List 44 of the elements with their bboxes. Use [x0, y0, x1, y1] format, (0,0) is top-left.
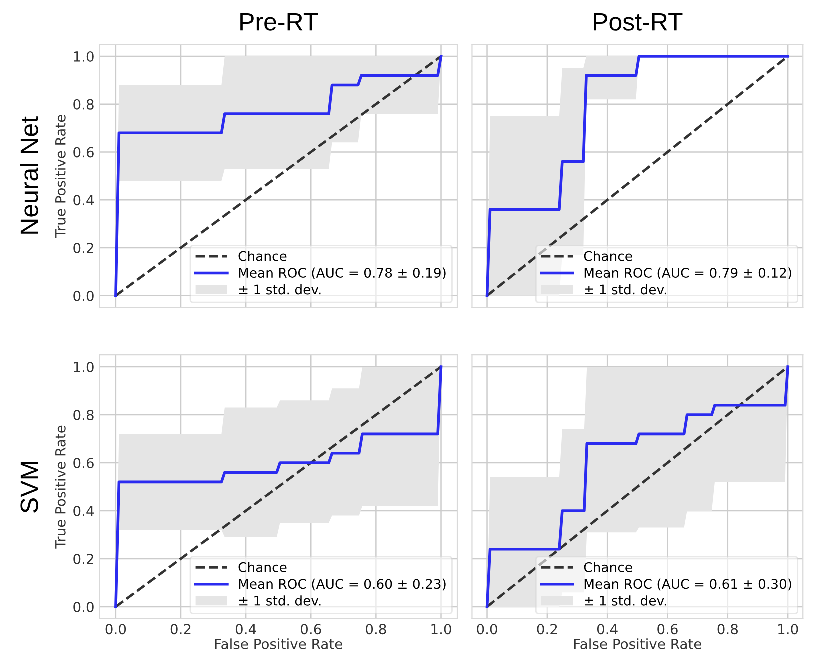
- y-tick-label: 0.0: [74, 290, 94, 302]
- x-tick-label: 0.2: [170, 624, 191, 635]
- y-tick-label: 0.2: [74, 242, 94, 254]
- x-tick-label: 0.4: [236, 624, 256, 635]
- x-tick-label: 0.8: [718, 624, 738, 635]
- chart-title: Post-RT: [594, 13, 683, 31]
- x-tick-label: 0.2: [537, 624, 558, 635]
- x-axis-title: False Positive Rate: [215, 638, 342, 650]
- y-tick-label: 0.0: [74, 602, 94, 612]
- text: Neural Net: [20, 116, 38, 234]
- x-tick-label: 0.8: [366, 624, 386, 635]
- annotation: ± 1 std. dev.: [585, 596, 666, 606]
- y-axis-title: True Positive Rate: [55, 426, 66, 549]
- y-tick-label: 0.6: [74, 147, 94, 158]
- y-axis-title: True Positive Rate: [55, 115, 66, 238]
- legend-label: Mean ROC (AUC = 0.61 ± 0.30): [584, 578, 792, 591]
- y-tick-label: 1.0: [74, 362, 94, 372]
- legend-label: Chance: [584, 562, 632, 572]
- y-tick-label: 0.6: [74, 458, 94, 468]
- x-tick-label: 0.0: [477, 624, 498, 635]
- legend-label: Mean ROC (AUC = 0.60 ± 0.23): [239, 578, 446, 591]
- annotation: ± 1 std. dev.: [239, 284, 321, 295]
- x-tick-label: 0.4: [597, 624, 618, 635]
- legend-label: Mean ROC (AUC = 0.79 ± 0.12): [584, 268, 792, 280]
- legend-label: Mean ROC (AUC = 0.78 ± 0.19): [239, 268, 446, 280]
- annotation: ± 1 std. dev.: [585, 284, 666, 295]
- x-axis-title: False Positive Rate: [574, 638, 702, 650]
- y-tick-label: 0.8: [74, 410, 94, 420]
- y-tick-label: 0.2: [74, 554, 94, 564]
- y-tick-label: 0.4: [74, 506, 94, 516]
- x-tick-label: 0.0: [106, 624, 126, 635]
- x-tick-label: 0.6: [301, 624, 322, 635]
- x-tick-label: 1.0: [778, 624, 798, 635]
- y-tick-label: 0.8: [74, 99, 94, 110]
- annotation: ± 1 std. dev.: [239, 596, 321, 606]
- chart-title: Pre-RT: [240, 13, 318, 31]
- text: SVM: [20, 462, 38, 513]
- y-tick-label: 1.0: [74, 51, 94, 62]
- legend-label: Chance: [238, 251, 287, 262]
- legend-label: Chance: [584, 251, 632, 262]
- legend-label: Chance: [238, 562, 287, 572]
- x-tick-label: 1.0: [432, 624, 452, 635]
- x-tick-label: 0.6: [658, 624, 678, 635]
- y-tick-label: 0.4: [74, 195, 94, 206]
